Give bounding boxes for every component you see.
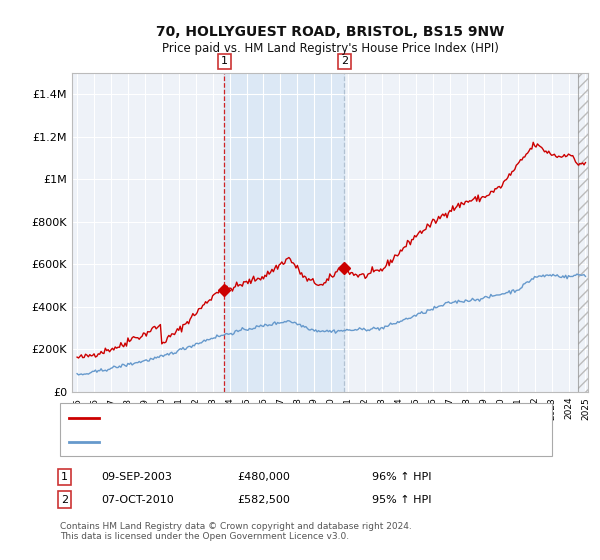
- Text: 70, HOLLYGUEST ROAD, BRISTOL, BS15 9NW (detached house): 70, HOLLYGUEST ROAD, BRISTOL, BS15 9NW (…: [105, 413, 433, 423]
- Text: Price paid vs. HM Land Registry's House Price Index (HPI): Price paid vs. HM Land Registry's House …: [161, 42, 499, 55]
- Text: 1: 1: [61, 472, 68, 482]
- Text: 70, HOLLYGUEST ROAD, BRISTOL, BS15 9NW: 70, HOLLYGUEST ROAD, BRISTOL, BS15 9NW: [156, 25, 504, 39]
- Bar: [578, 73, 588, 392]
- Text: 96% ↑ HPI: 96% ↑ HPI: [372, 472, 431, 482]
- Text: Contains HM Land Registry data © Crown copyright and database right 2024.
This d: Contains HM Land Registry data © Crown c…: [60, 522, 412, 542]
- Bar: [578, 73, 588, 392]
- Text: 09-SEP-2003: 09-SEP-2003: [101, 472, 172, 482]
- Text: 2: 2: [61, 494, 68, 505]
- Text: HPI: Average price, detached house, South Gloucestershire: HPI: Average price, detached house, Sout…: [105, 436, 414, 446]
- Text: 2: 2: [341, 57, 348, 67]
- Text: £582,500: £582,500: [237, 494, 290, 505]
- Text: 95% ↑ HPI: 95% ↑ HPI: [372, 494, 431, 505]
- Text: 1: 1: [221, 57, 228, 67]
- Text: 07-OCT-2010: 07-OCT-2010: [101, 494, 173, 505]
- Bar: [224, 73, 344, 392]
- Text: £480,000: £480,000: [237, 472, 290, 482]
